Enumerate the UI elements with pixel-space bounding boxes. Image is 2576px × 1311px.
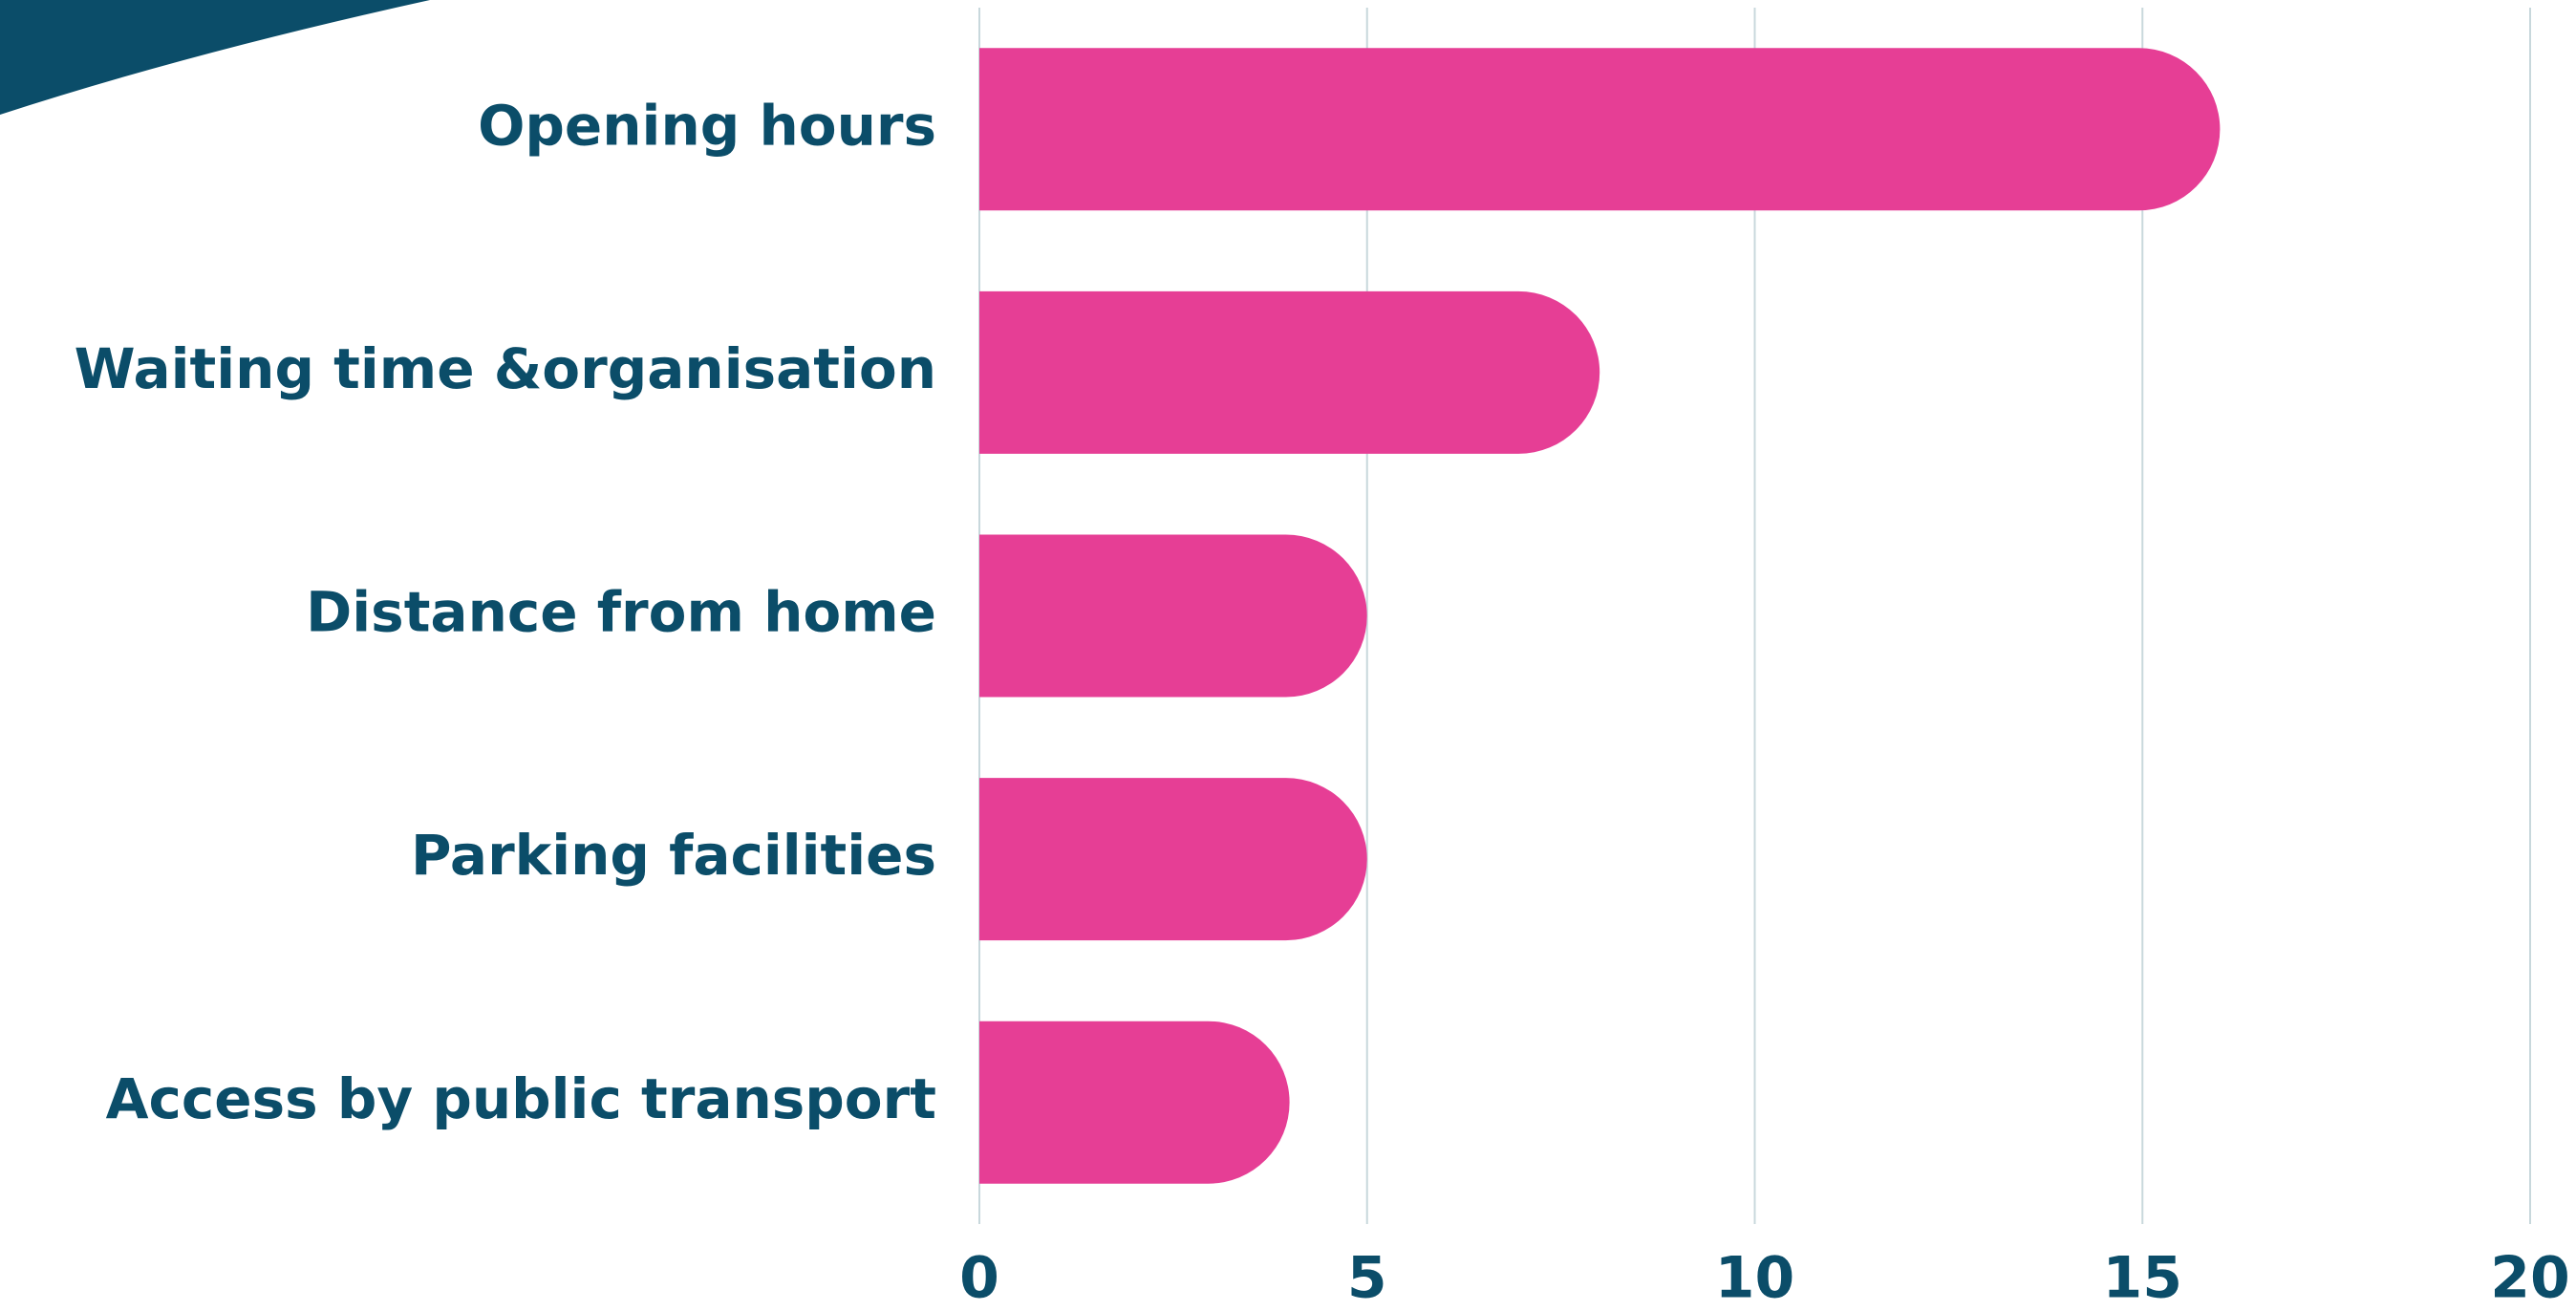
y-tick-label: Opening hours [478, 93, 936, 158]
x-tick-label: 15 [2103, 1245, 2183, 1311]
decoration [0, 0, 430, 115]
x-tick-label: 0 [959, 1245, 999, 1311]
y-tick-label: Distance from home [306, 580, 936, 645]
y-tick-label: Parking facilities [411, 823, 936, 888]
x-tick-label: 5 [1347, 1245, 1387, 1311]
bar [979, 1021, 1290, 1184]
y-tick-label: Waiting time &organisation [75, 336, 936, 401]
x-tick-label: 20 [2490, 1245, 2570, 1311]
bar [979, 778, 1367, 941]
bar [979, 290, 1600, 454]
x-tick-label: 10 [1715, 1245, 1795, 1311]
bar [979, 48, 2221, 211]
y-tick-label: Access by public transport [106, 1066, 936, 1131]
bar [979, 534, 1367, 698]
